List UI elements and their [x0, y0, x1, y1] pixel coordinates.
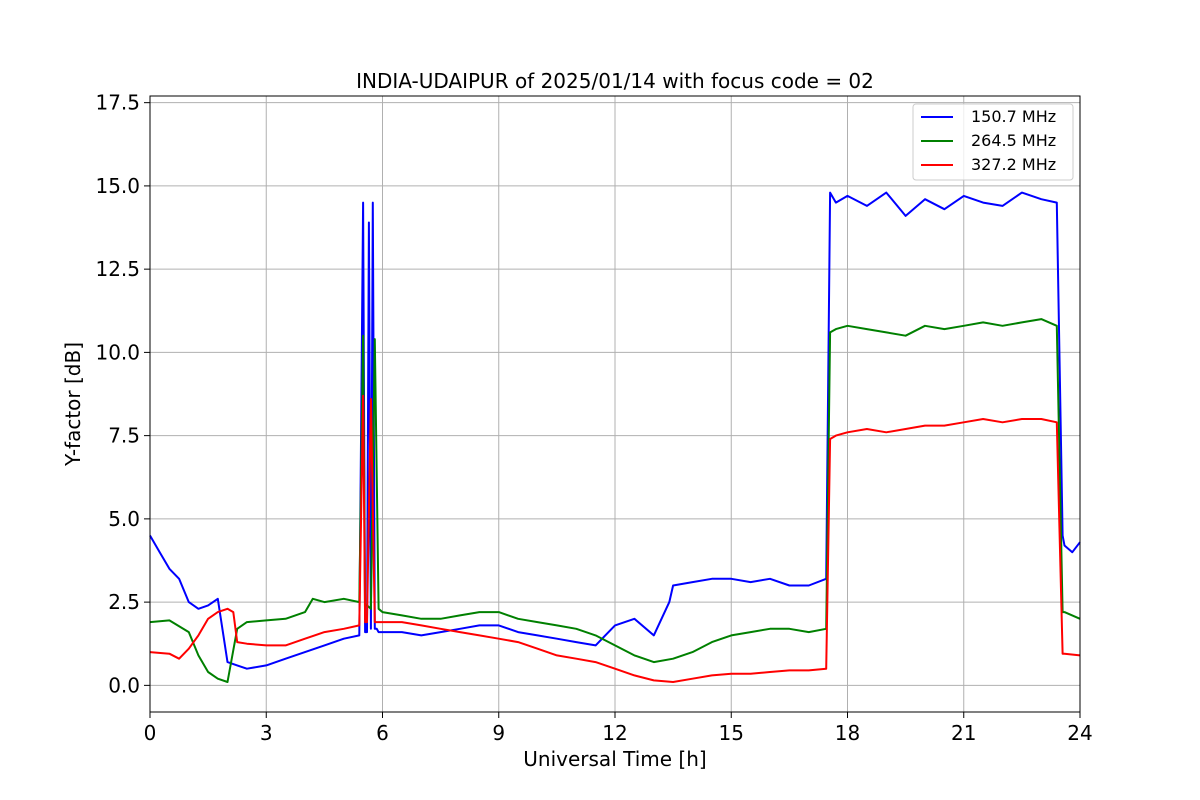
x-tick-label: 6: [376, 721, 389, 745]
x-tick-label: 21: [951, 721, 976, 745]
series-line-327-2-mhz: [149, 394, 1081, 683]
legend-label: 264.5 MHz: [971, 131, 1056, 150]
x-tick-label: 24: [1067, 721, 1092, 745]
x-axis-label: Universal Time [h]: [523, 747, 706, 771]
y-tick-label: 7.5: [108, 424, 140, 448]
y-tick-label: 15.0: [95, 174, 140, 198]
legend-label: 150.7 MHz: [971, 107, 1056, 126]
legend-label: 327.2 MHz: [971, 155, 1056, 174]
y-axis-label: Y-factor [dB]: [61, 342, 85, 467]
y-tick-label: 2.5: [108, 590, 140, 614]
x-tick-label: 3: [260, 721, 273, 745]
x-tick-label: 9: [492, 721, 505, 745]
x-tick-label: 15: [719, 721, 744, 745]
x-tick-label: 0: [144, 721, 157, 745]
y-tick-label: 17.5: [95, 91, 140, 115]
y-tick-label: 0.0: [108, 673, 140, 697]
legend: 150.7 MHz 264.5 MHz 327.2 MHz: [912, 103, 1074, 181]
series-line-264-5-mhz: [149, 318, 1081, 683]
y-tick-label: 5.0: [108, 507, 140, 531]
x-tick-label: 12: [602, 721, 627, 745]
y-tick-label: 10.0: [95, 340, 140, 364]
legend-box: [912, 103, 1074, 181]
y-ticks: 0.0 2.5 5.0 7.5 10.0 12.5 15.0 17.5: [95, 91, 150, 697]
chart-title: INDIA-UDAIPUR of 2025/01/14 with focus c…: [356, 69, 874, 93]
y-tick-label: 12.5: [95, 257, 140, 281]
x-ticks: 0 3 6 9 12 15 18 21 24: [144, 712, 1093, 745]
x-tick-label: 18: [835, 721, 860, 745]
legend-entries: 150.7 MHz 264.5 MHz 327.2 MHz: [921, 107, 1056, 174]
series-lines: [149, 191, 1081, 683]
series-line-150-7-mhz: [149, 191, 1081, 670]
